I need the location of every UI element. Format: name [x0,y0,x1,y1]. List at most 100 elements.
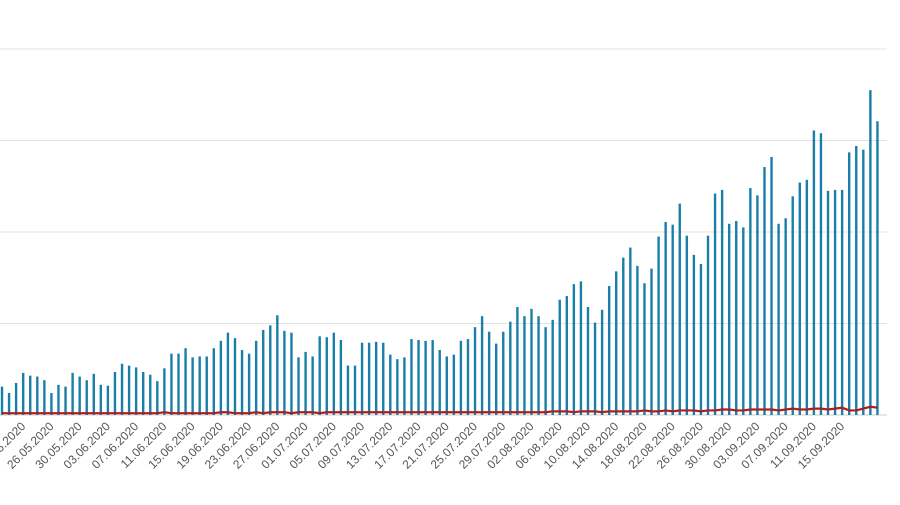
bar [480,316,484,415]
bar [869,90,872,416]
bar [770,156,773,415]
bar [636,265,639,415]
bar [713,193,717,415]
bar [784,218,787,415]
bar [671,224,674,415]
bar [629,247,632,415]
grid [0,48,887,416]
bar [466,339,470,415]
bar [127,365,131,415]
bar [43,380,46,415]
bar [219,340,223,415]
bar [226,332,230,415]
bar [424,340,427,415]
bar [389,354,392,415]
bar [720,189,724,415]
bar [360,342,364,415]
bar [191,357,194,415]
bar [509,321,512,415]
bar [643,283,646,415]
bar [593,322,597,415]
bar [544,327,547,415]
bar [664,221,667,415]
bar [777,223,780,415]
bar [579,281,583,415]
bar [170,353,173,415]
bar [21,372,25,415]
bar [163,368,166,415]
bar [855,145,858,416]
bar [36,376,39,415]
bar [262,329,265,415]
bar [64,386,67,415]
bar [0,386,4,415]
bar [452,354,456,415]
bar [840,189,844,415]
bar [756,195,759,415]
bar [523,316,526,415]
bar [304,351,307,415]
bar [417,339,420,415]
bar [99,384,103,415]
bar [615,271,618,415]
bar [819,133,823,415]
bar [607,285,611,415]
line-series [2,405,878,415]
bar [396,359,399,415]
bar [537,316,540,415]
bar [325,337,328,415]
bar [551,319,554,415]
bar [622,257,625,415]
bar [572,284,576,415]
bar [876,121,879,415]
bar [431,339,434,415]
bar [318,336,321,415]
bar [374,341,378,415]
bar [833,189,837,415]
bar [205,356,208,415]
bar [247,353,251,415]
bar [269,325,272,415]
bar [438,350,441,415]
bar [346,365,350,415]
bar [78,376,81,415]
bar [502,331,505,415]
bar [198,356,201,415]
bar [826,190,830,415]
bar [142,371,145,415]
bar [184,348,187,415]
bar [85,380,88,415]
bar [382,342,385,415]
bar [459,340,463,415]
bar [233,338,237,415]
bar [805,179,809,415]
bar [699,264,703,415]
bar [473,327,477,415]
bar [763,167,766,415]
bar [14,382,18,415]
bar [558,299,561,415]
bar [212,348,215,415]
bar [367,342,371,415]
bar [177,353,180,415]
bar [586,307,590,415]
bar [410,339,413,415]
bar [106,385,110,415]
bar [495,343,498,415]
bar [848,152,851,415]
bar [600,309,604,415]
bar [749,188,752,415]
bar [113,371,117,415]
bar [332,332,336,415]
bar [742,227,745,415]
bar [353,365,357,415]
bars [0,90,879,416]
bar [311,356,314,415]
bar [254,340,258,415]
bar [276,315,279,415]
bar [791,196,794,415]
bar [678,203,681,415]
x-axis: 22.05.202026.05.202030.05.202003.06.2020… [0,419,847,472]
bar [530,308,533,415]
bar [283,330,286,415]
